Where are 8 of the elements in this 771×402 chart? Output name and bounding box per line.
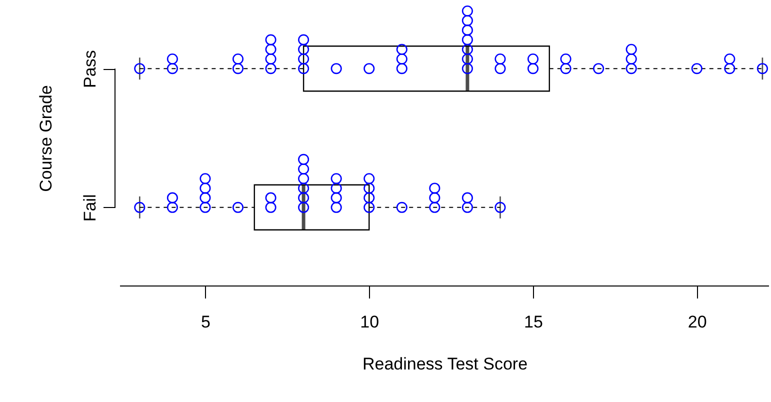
x-tick-label: 15 bbox=[524, 312, 543, 332]
x-tick-label: 5 bbox=[200, 312, 210, 332]
x-axis-title: Readiness Test Score bbox=[362, 354, 528, 374]
y-tick-label: Pass bbox=[80, 50, 100, 88]
x-tick-label: 10 bbox=[360, 312, 380, 332]
x-tick-label: 20 bbox=[688, 312, 707, 332]
y-axis-title: Course Grade bbox=[36, 85, 56, 192]
y-tick-label: Fail bbox=[80, 194, 100, 222]
